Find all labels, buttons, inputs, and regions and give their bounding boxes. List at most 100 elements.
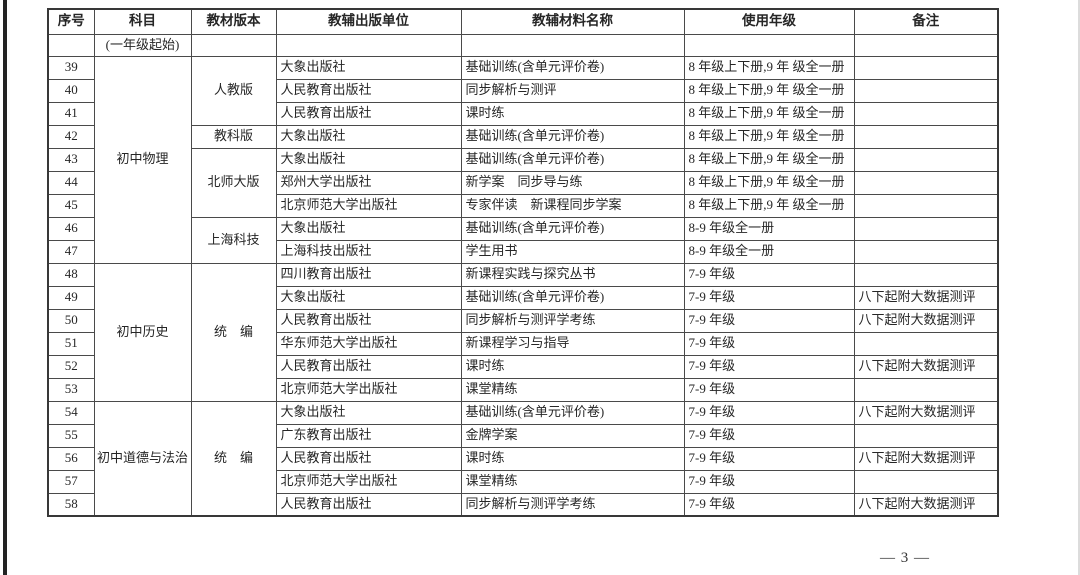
cell-grade: 8-9 年级全一册 [683,239,855,264]
cell-grade: 8 年级上下册,9 年 级全一册 [683,124,855,149]
cell-remark [853,469,999,494]
table-row: 50 人民教育出版社 同步解析与测评学考练 7-9 年级 八下起附大数据测评 [47,308,999,333]
cell-version: 统 编 [190,262,277,402]
cell-publisher: 北京师范大学出版社 [275,377,462,402]
cell-grade: 8 年级上下册,9 年 级全一册 [683,170,855,195]
cell-grade: 7-9 年级 [683,446,855,471]
cell-material: 基础训练(含单元评价卷) [460,124,685,149]
cell-publisher: 大象出版社 [275,400,462,425]
cell-material: 新课程实践与探究丛书 [460,262,685,287]
cell-remark [853,239,999,264]
cell-remark [853,262,999,287]
cell-remark: 八下起附大数据测评 [853,400,999,425]
subheader-row: (一年级起始) [47,33,999,57]
teaching-materials-table: 序号 科目 教材版本 教辅出版单位 教辅材料名称 使用年级 备注 (一年级起始) 39 初中物理… [47,8,999,517]
cell-material: 同步解析与测评 [460,78,685,103]
cell-material: 同步解析与测评学考练 [460,492,685,517]
cell-material: 课时练 [460,101,685,126]
cell-material: 课时练 [460,354,685,379]
cell-material: 基础训练(含单元评价卷) [460,55,685,80]
cell-seq: 42 [47,124,95,149]
cell-grade: 7-9 年级 [683,331,855,356]
cell-remark: 八下起附大数据测评 [853,354,999,379]
cell-remark: 八下起附大数据测评 [853,308,999,333]
cell-seq: 58 [47,492,95,517]
cell-grade: 8 年级上下册,9 年 级全一册 [683,101,855,126]
cell-seq: 46 [47,216,95,241]
cell-publisher: 北京师范大学出版社 [275,469,462,494]
cell-material: 基础训练(含单元评价卷) [460,400,685,425]
cell-material: 同步解析与测评学考练 [460,308,685,333]
table-row: 45 北京师范大学出版社 专家伴读 新课程同步学案 8 年级上下册,9 年 级全一册 [47,193,999,218]
subheader-cell-version [190,33,277,57]
cell-seq: 56 [47,446,95,471]
cell-material: 课堂精练 [460,377,685,402]
table-row: 53 北京师范大学出版社 课堂精练 7-9 年级 [47,377,999,402]
cell-publisher: 大象出版社 [275,216,462,241]
table-row: 58 人民教育出版社 同步解析与测评学考练 7-9 年级 八下起附大数据测评 [47,492,999,517]
subheader-cell-subject: (一年级起始) [93,33,192,57]
cell-seq: 51 [47,331,95,356]
table-row: 43 北师大版 大象出版社 基础训练(含单元评价卷) 8 年级上下册,9 年 级全一册 [47,147,999,218]
subheader-cell-publisher [275,33,462,57]
cell-material: 学生用书 [460,239,685,264]
cell-seq: 40 [47,78,95,103]
cell-version: 北师大版 [190,147,277,218]
cell-seq: 54 [47,400,95,425]
header-row: 序号 科目 教材版本 教辅出版单位 教辅材料名称 使用年级 备注 [47,8,999,35]
cell-seq: 53 [47,377,95,402]
cell-material: 基础训练(含单元评价卷) [460,216,685,241]
cell-seq: 55 [47,423,95,448]
cell-material: 课时练 [460,446,685,471]
cell-seq: 52 [47,354,95,379]
cell-seq: 47 [47,239,95,264]
cell-remark [853,423,999,448]
header-subject: 科目 [93,8,192,35]
cell-version: 上海科技 [190,216,277,264]
table-body: 39 初中物理 人教版 大象出版社 基础训练(含单元评价卷) 8 年级上下册,9 年 级全… [47,55,999,517]
cell-publisher: 北京师范大学出版社 [275,193,462,218]
scan-edge-line [3,0,7,575]
table-row: 39 初中物理 人教版 大象出版社 基础训练(含单元评价卷) 8 年级上下册,9 年 级全… [47,55,999,264]
cell-seq: 43 [47,147,95,172]
cell-version: 统 编 [190,400,277,517]
table-row: 46 上海科技 大象出版社 基础训练(含单元评价卷) 8-9 年级全一册 [47,216,999,264]
cell-grade: 8 年级上下册,9 年 级全一册 [683,193,855,218]
cell-publisher: 大象出版社 [275,285,462,310]
cell-grade: 7-9 年级 [683,377,855,402]
cell-remark: 八下起附大数据测评 [853,492,999,517]
cell-remark: 八下起附大数据测评 [853,446,999,471]
cell-publisher: 人民教育出版社 [275,101,462,126]
cell-publisher: 广东教育出版社 [275,423,462,448]
cell-grade: 7-9 年级 [683,423,855,448]
table-row: 48 初中历史统 编四川教育出版社 新课程实践与探究丛书 7-9 年级 [47,262,999,402]
cell-material: 新学案 同步导与练 [460,170,685,195]
cell-seq: 45 [47,193,95,218]
cell-grade: 7-9 年级 [683,262,855,287]
cell-publisher: 人民教育出版社 [275,492,462,517]
cell-publisher: 大象出版社 [275,124,462,149]
cell-seq: 57 [47,469,95,494]
cell-publisher: 四川教育出版社 [275,262,462,287]
cell-remark: 八下起附大数据测评 [853,285,999,310]
table-row: 56 人民教育出版社 课时练 7-9 年级 八下起附大数据测评 [47,446,999,471]
cell-remark [853,216,999,241]
cell-publisher: 人民教育出版社 [275,354,462,379]
subheader-cell-grade [683,33,855,57]
cell-remark [853,147,999,172]
cell-subject: 初中历史 [93,262,192,402]
table-row: 51 华东师范大学出版社 新课程学习与指导 7-9 年级 [47,331,999,356]
cell-version: 人教版 [190,55,277,126]
cell-seq: 50 [47,308,95,333]
cell-publisher: 人民教育出版社 [275,446,462,471]
cell-seq: 44 [47,170,95,195]
header-grade: 使用年级 [683,8,855,35]
table-row: 57 北京师范大学出版社 课堂精练 7-9 年级 [47,469,999,494]
table-row: 42 教科版 大象出版社 基础训练(含单元评价卷) 8 年级上下册,9 年 级全一册 [47,124,999,149]
cell-publisher: 郑州大学出版社 [275,170,462,195]
table-row: 54 初中道德与法治统 编大象出版社 基础训练(含单元评价卷) 7-9 年级 八下起附大… [47,400,999,517]
cell-version: 教科版 [190,124,277,149]
table-row: 55 广东教育出版社 金牌学案 7-9 年级 [47,423,999,448]
cell-subject: 初中物理 [93,55,192,264]
header-publisher: 教辅出版单位 [275,8,462,35]
